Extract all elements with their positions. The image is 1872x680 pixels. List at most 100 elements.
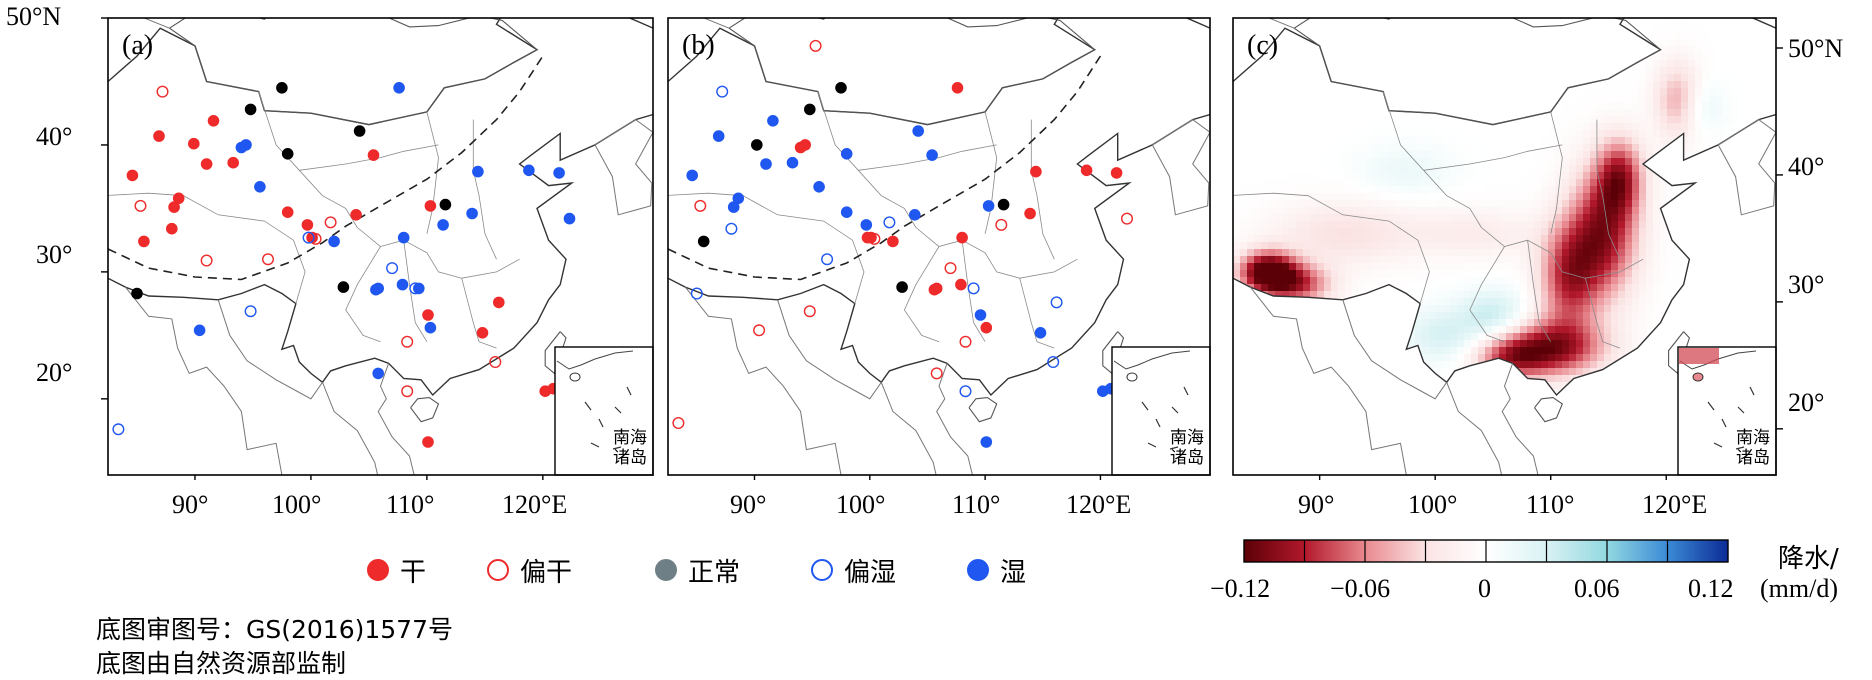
station-point-slightly-dry [156, 85, 169, 98]
station-point-dry [930, 282, 943, 295]
legend-marker-normal [655, 559, 677, 581]
station-point-wet [712, 130, 725, 142]
station-point-dry [126, 169, 139, 182]
inset-label: 南海 [613, 428, 647, 447]
station-point-slightly-dry [809, 39, 822, 52]
station-point-slightly-wet [821, 253, 834, 266]
station-point-wet [980, 436, 993, 448]
legend-marker-slightly-wet [811, 559, 833, 581]
station-point-dry [422, 436, 434, 448]
province-boundary [299, 144, 439, 171]
province-boundary [903, 246, 940, 343]
station-point-dry [1024, 207, 1036, 220]
hainan-outline [410, 397, 440, 423]
legend-label-wet: 湿 [1000, 558, 1027, 588]
korea-outline [594, 118, 653, 216]
station-point-wet [193, 324, 206, 337]
station-point-wet [393, 82, 405, 94]
indochina-coast [936, 363, 973, 475]
station-point-dry [1110, 167, 1123, 179]
taiwan-outline [1668, 331, 1691, 375]
india-border [1066, 151, 1135, 373]
station-point-dry [861, 231, 874, 244]
myanmar-border [217, 299, 323, 400]
province-boundary [1233, 192, 1430, 304]
taiwan-outline [1102, 331, 1125, 375]
station-point-wet [372, 282, 385, 295]
station-point-slightly-wet [725, 222, 738, 235]
station-point-slightly-dry [672, 417, 685, 430]
station-point-wet [786, 156, 799, 169]
station-point-normal [751, 139, 763, 151]
station-point-wet [982, 200, 995, 212]
lon-label-a-110: 110° [386, 490, 435, 519]
inset-hainan [1126, 372, 1138, 382]
laos-border [1446, 382, 1503, 475]
south-asia-coast [1249, 286, 1407, 475]
korea-outline [1717, 118, 1776, 216]
station-point-dry [227, 156, 239, 169]
province-boundary [961, 240, 986, 342]
province-boundary [1423, 144, 1563, 171]
station-point-normal [439, 198, 452, 211]
province-boundary [1469, 246, 1505, 343]
inset-coastline [1113, 350, 1191, 370]
station-point-slightly-wet [302, 231, 315, 244]
lon-label-c-100: 100° [1408, 490, 1458, 519]
russia-border [702, 18, 730, 29]
province-boundary [668, 192, 865, 304]
station-point-dry [956, 231, 968, 244]
station-point-normal [353, 125, 366, 137]
lat-label-30: 30° [36, 240, 73, 269]
colorbar-title-line1: 降水/ [1778, 544, 1839, 574]
station-point-slightly-dry [262, 253, 275, 266]
province-boundary [984, 111, 998, 234]
station-point-wet [926, 149, 938, 161]
lon-label-b-100: 100° [836, 490, 886, 519]
station-point-slightly-wet [1050, 296, 1063, 309]
kazakhstan-border [1089, 107, 1205, 151]
province-boundary [1019, 278, 1055, 349]
province-boundary [1527, 240, 1552, 342]
inset-hainan [569, 372, 581, 382]
inset-island-marks [584, 386, 632, 450]
station-point-slightly-dry [401, 335, 414, 348]
legend-marker-slightly-dry [487, 559, 509, 581]
station-point-wet [472, 165, 484, 178]
station-point-wet [974, 309, 987, 321]
station-point-wet [240, 139, 252, 151]
station-point-dry [424, 200, 437, 212]
station-point-wet [413, 282, 425, 295]
russia-border [142, 18, 170, 29]
province-boundary [426, 111, 439, 234]
station-point-wet [813, 181, 825, 193]
panel-label: (c) [1247, 30, 1278, 61]
legend-label-normal: 正常 [688, 558, 741, 588]
inset-island-marks [1141, 386, 1189, 450]
station-point-slightly-wet [386, 262, 399, 275]
station-point-slightly-wet [959, 385, 972, 398]
province-boundary [461, 278, 497, 349]
legend-label-dry: 干 [400, 558, 427, 588]
inset-label: 诸岛 [613, 448, 647, 467]
station-point-dry [200, 158, 213, 170]
station-point-dry [476, 327, 489, 339]
japan-coast [1782, 170, 1872, 259]
colorbar-tick-012: 0.12 [1688, 574, 1734, 603]
station-point-dry [493, 296, 505, 309]
colorbar [1243, 539, 1729, 563]
station-point-slightly-dry [753, 324, 766, 337]
taiwan-outline [544, 331, 567, 375]
south-asia-coast [684, 286, 842, 475]
laos-border [322, 382, 379, 475]
province-boundary [258, 91, 358, 228]
lon-label-a-120: 120°E [502, 490, 568, 519]
station-point-normal [804, 103, 816, 116]
station-point-slightly-wet [1047, 356, 1060, 369]
station-point-dry [301, 219, 314, 231]
station-point-dry [166, 222, 178, 235]
station-point-wet [840, 206, 853, 218]
